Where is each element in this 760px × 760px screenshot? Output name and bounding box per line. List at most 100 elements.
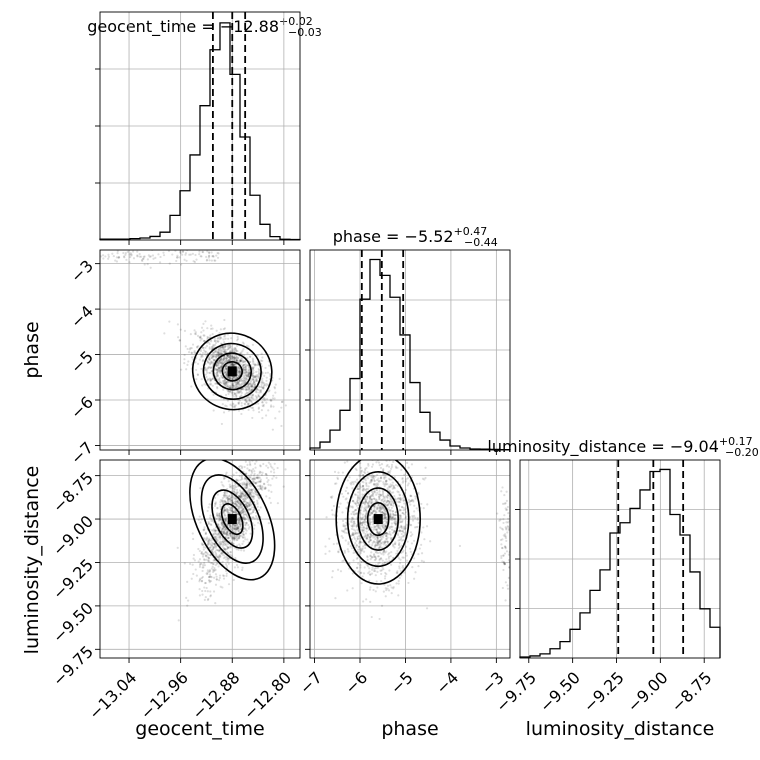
scatter-point (235, 356, 238, 359)
scatter-point (212, 351, 215, 355)
scatter-point (243, 363, 246, 367)
scatter-point (245, 387, 249, 391)
scatter-point (374, 537, 377, 541)
scatter-point (397, 497, 400, 500)
scatter-point (383, 524, 387, 527)
scatter-point (402, 530, 405, 533)
scatter-point (223, 541, 226, 544)
scatter-point (249, 379, 252, 382)
scatter-point (378, 532, 381, 535)
scatter-point (404, 552, 408, 555)
scatter-point (236, 374, 240, 377)
scatter-point (100, 255, 103, 258)
scatter-point (261, 401, 264, 404)
scatter-point (226, 495, 229, 498)
scatter-point (217, 351, 220, 355)
scatter-point (229, 497, 232, 500)
scatter-point (221, 560, 224, 564)
scatter-point (216, 512, 219, 515)
scatter-point (175, 259, 178, 263)
scatter-point (248, 482, 251, 485)
scatter-point (240, 512, 243, 515)
scatter-point (252, 497, 255, 500)
scatter-point (363, 503, 366, 506)
scatter-point (380, 504, 383, 507)
scatter-point (381, 511, 384, 515)
scatter-point (225, 367, 228, 371)
scatter-point (251, 388, 254, 391)
scatter-point (350, 518, 353, 522)
scatter-point (184, 345, 187, 348)
scatter-point (245, 378, 248, 381)
scatter-point (258, 391, 261, 394)
scatter-point (224, 385, 228, 388)
scatter-point (392, 491, 395, 494)
scatter-point (280, 424, 283, 428)
scatter-point (246, 505, 249, 508)
scatter-point (245, 370, 248, 373)
scatter-point (382, 553, 385, 556)
scatter-point (505, 550, 509, 553)
scatter-point (262, 403, 265, 406)
scatter-point (203, 339, 206, 343)
scatter-point (386, 503, 390, 506)
scatter-point (216, 368, 219, 372)
scatter-point (239, 507, 242, 510)
scatter-point (210, 370, 213, 373)
scatter-point (368, 495, 371, 499)
scatter-point (217, 514, 220, 517)
scatter-point (370, 572, 374, 575)
scatter-point (251, 372, 254, 375)
scatter-point (202, 349, 206, 352)
scatter-point (221, 345, 224, 348)
scatter-point (195, 368, 198, 372)
scatter-point (230, 554, 233, 557)
scatter-point (224, 364, 227, 368)
scatter-point (203, 558, 206, 562)
scatter-point (355, 524, 359, 527)
scatter-point (242, 507, 245, 510)
scatter-point (352, 499, 355, 503)
scatter-point (365, 527, 368, 530)
scatter-point (222, 357, 226, 360)
scatter-point (244, 366, 247, 369)
scatter-point (194, 361, 197, 364)
scatter-point (220, 422, 223, 426)
scatter-point (376, 570, 379, 573)
scatter-point (351, 505, 354, 508)
scatter-point (201, 575, 204, 579)
scatter-point (208, 560, 211, 563)
scatter-point (267, 409, 270, 412)
scatter-point (258, 385, 261, 389)
scatter-point (398, 494, 402, 497)
scatter-point (395, 466, 398, 469)
scatter-point (226, 533, 229, 536)
scatter-point (138, 255, 141, 258)
scatter-point (244, 400, 248, 403)
scatter-point (499, 526, 502, 529)
scatter-point (223, 357, 226, 360)
scatter-point (233, 511, 236, 514)
scatter-point (226, 498, 229, 501)
scatter-point (176, 336, 180, 339)
scatter-point (232, 348, 235, 351)
scatter-point (389, 555, 392, 558)
scatter-point (233, 356, 237, 360)
scatter-point (228, 512, 232, 515)
scatter-point (384, 516, 387, 519)
scatter-point (372, 505, 376, 508)
scatter-point (339, 502, 342, 505)
scatter-point (214, 341, 218, 344)
scatter-point (154, 256, 157, 259)
scatter-point (226, 552, 229, 555)
scatter-point (234, 530, 238, 534)
scatter-point (245, 373, 248, 377)
scatter-point (238, 395, 242, 398)
scatter-point (247, 474, 251, 477)
scatter-point (354, 512, 358, 516)
scatter-point (208, 575, 211, 579)
scatter-point (401, 530, 404, 533)
scatter-point (234, 364, 238, 367)
scatter-point (206, 509, 209, 513)
scatter-point (225, 551, 229, 554)
